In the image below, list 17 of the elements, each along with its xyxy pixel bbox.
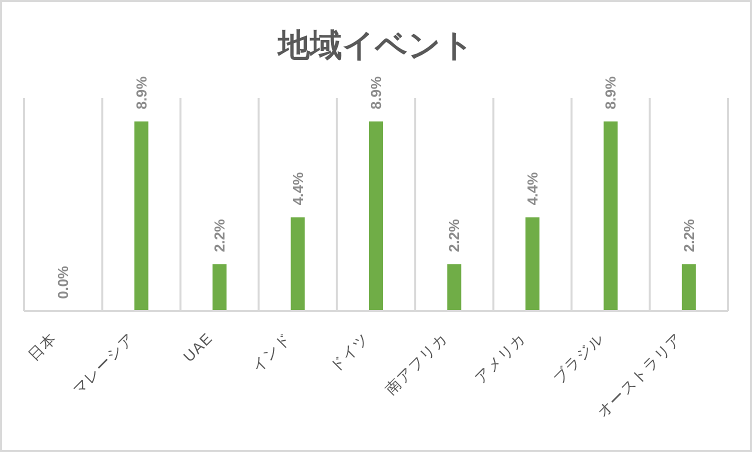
data-label: 0.0%: [56, 266, 72, 299]
x-tick-label: マレーシア: [70, 330, 138, 398]
data-label: 2.2%: [682, 218, 698, 252]
x-tick-label: ドイツ: [326, 330, 373, 376]
x-tick-label: ブラジル: [550, 330, 608, 388]
data-label: 4.4%: [525, 172, 542, 206]
x-tick-label: 日本: [25, 330, 60, 364]
data-label: 8.9%: [369, 76, 385, 110]
chart-title: 地域イベント: [276, 27, 474, 63]
data-label: 8.9%: [604, 76, 620, 110]
data-label: 4.4%: [290, 172, 307, 206]
data-label: 8.9%: [134, 76, 150, 110]
data-label: 2.2%: [447, 218, 464, 252]
x-tick-label: インド: [248, 330, 295, 376]
x-tick-label: 南アフリカ: [382, 330, 452, 398]
data-label: 2.2%: [212, 218, 229, 252]
x-tick-label: アメリカ: [472, 330, 530, 388]
